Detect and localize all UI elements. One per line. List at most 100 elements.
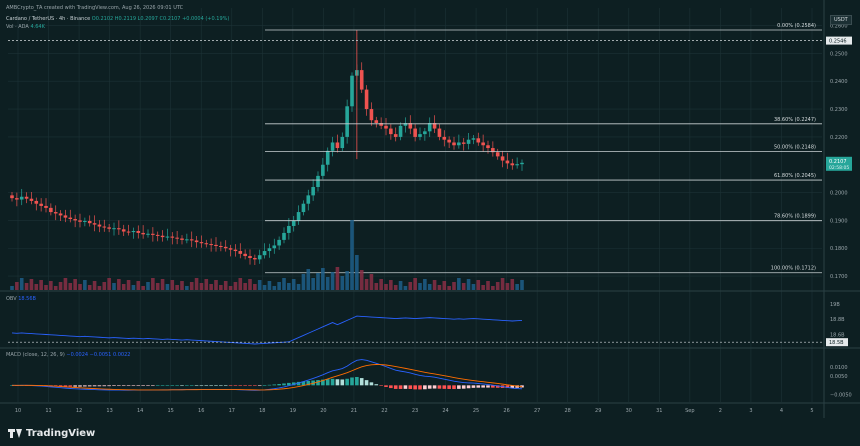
- time-tick-label: 22: [381, 408, 387, 414]
- macd-hist-bar: [102, 385, 107, 387]
- candle-body: [389, 128, 393, 135]
- time-tick-label: 20: [320, 408, 326, 414]
- volume-bar: [83, 280, 87, 290]
- candle-body: [452, 142, 456, 146]
- time-tick-label: 26: [503, 408, 509, 414]
- volume-bar: [461, 283, 466, 290]
- volume-bar: [146, 282, 150, 290]
- macd-hist-bar: [160, 385, 165, 386]
- time-tick-label: Sep: [685, 408, 694, 414]
- macd-hist-bar: [233, 385, 238, 386]
- candle-body: [121, 229, 126, 232]
- candle-body: [442, 136, 447, 140]
- candle-body: [311, 187, 315, 196]
- candle-body: [272, 245, 277, 249]
- macd-hist-bar: [471, 385, 476, 388]
- candle-body: [53, 212, 58, 214]
- macd-hist-bar: [359, 378, 364, 386]
- macd-hist-bar: [476, 385, 481, 388]
- macd-hist-bar: [223, 385, 228, 386]
- candle-body: [219, 246, 223, 248]
- macd-hist-bar: [92, 385, 97, 387]
- volume-bar: [233, 282, 238, 290]
- volume-bar: [112, 283, 116, 290]
- volume-bar: [306, 269, 311, 290]
- volume-bar: [335, 267, 340, 290]
- macd-hist-bar: [306, 380, 311, 386]
- candle-body: [19, 196, 24, 200]
- macd-hist-bar: [87, 385, 92, 387]
- macd-hist-bar: [398, 385, 403, 389]
- macd-hist-bar: [495, 385, 500, 388]
- time-tick-label: 30: [626, 408, 632, 414]
- candle-body: [233, 249, 238, 252]
- volume-bar: [296, 284, 301, 290]
- volume-legend-label: Vol · ADA: [6, 24, 29, 30]
- candle-body: [24, 196, 29, 199]
- macd-hist-bar: [136, 385, 141, 386]
- volume-bar: [53, 286, 58, 290]
- volume-bar: [457, 278, 461, 290]
- volume-bar: [340, 276, 345, 290]
- volume-bar: [500, 278, 505, 290]
- volume-bar: [248, 279, 252, 290]
- candle-body: [457, 142, 461, 146]
- volume-bar: [78, 284, 82, 290]
- candle-body: [223, 246, 228, 249]
- time-tick-label: 31: [656, 408, 662, 414]
- candle-body: [515, 164, 519, 166]
- time-tick-label: 13: [106, 408, 112, 414]
- volume-bar: [29, 279, 34, 290]
- time-tick-label: 5: [810, 408, 813, 414]
- macd-hist-bar: [155, 385, 160, 386]
- current-price-bg: [826, 156, 852, 171]
- macd-hist-bar: [418, 385, 422, 390]
- volume-bar: [238, 278, 243, 290]
- macd-hist-bar: [107, 385, 111, 387]
- candle-body: [486, 145, 490, 149]
- currency-label[interactable]: USDT: [830, 15, 852, 25]
- volume-bar: [199, 283, 204, 290]
- volume-legend: Vol · ADA 4.64K: [6, 24, 45, 30]
- price-tick-label: 0.2000: [830, 191, 848, 197]
- candle-body: [204, 243, 209, 245]
- time-tick-label: 29: [595, 408, 601, 414]
- macd-hist-bar: [486, 385, 490, 388]
- candle-body: [466, 139, 471, 144]
- volume-bar: [374, 283, 379, 290]
- volume-bar: [423, 279, 427, 290]
- macd-hist-bar: [325, 379, 330, 386]
- macd-hist-bar: [146, 385, 150, 386]
- macd-hist-bar: [321, 379, 325, 386]
- volume-bar: [437, 285, 442, 290]
- volume-bar: [466, 279, 471, 290]
- symbol-name: Cardano / TetherUS · 4h · Binance: [6, 16, 91, 22]
- chart-grid: [8, 8, 822, 402]
- volume-bar: [345, 271, 349, 290]
- volume-bar: [121, 284, 126, 290]
- candle-body: [393, 134, 398, 137]
- volume-bar: [277, 282, 281, 290]
- volume-bar: [330, 272, 335, 290]
- volume-bar: [160, 279, 165, 290]
- macd-hist-bar: [301, 381, 306, 386]
- time-tick-label: 24: [442, 408, 448, 414]
- macd-hist-bar: [437, 385, 442, 389]
- candle-body: [194, 240, 199, 243]
- fibonacci-levels: 0.00% (0.2584) 38.60% (0.2247) 50.00% (0.2…: [265, 23, 822, 274]
- volume-bar: [379, 279, 383, 290]
- macd-hist-bar: [262, 385, 267, 386]
- macd-hist-bar: [78, 385, 82, 387]
- macd-hist-bar: [505, 385, 510, 388]
- time-tick-label: 12: [76, 408, 82, 414]
- macd-legend: MACD (close, 12, 26, 9) −0.0024 −0.0051 …: [6, 352, 130, 358]
- macd-hist-bar: [340, 379, 345, 386]
- candle-body: [476, 138, 481, 143]
- macd-hist-bar: [214, 385, 218, 386]
- candle-body: [151, 233, 155, 235]
- volume-bar: [515, 284, 519, 290]
- candle-body: [267, 248, 272, 252]
- tradingview-logo[interactable]: TradingView: [8, 428, 95, 439]
- fib-label: 61.80% (0.2045): [774, 173, 816, 179]
